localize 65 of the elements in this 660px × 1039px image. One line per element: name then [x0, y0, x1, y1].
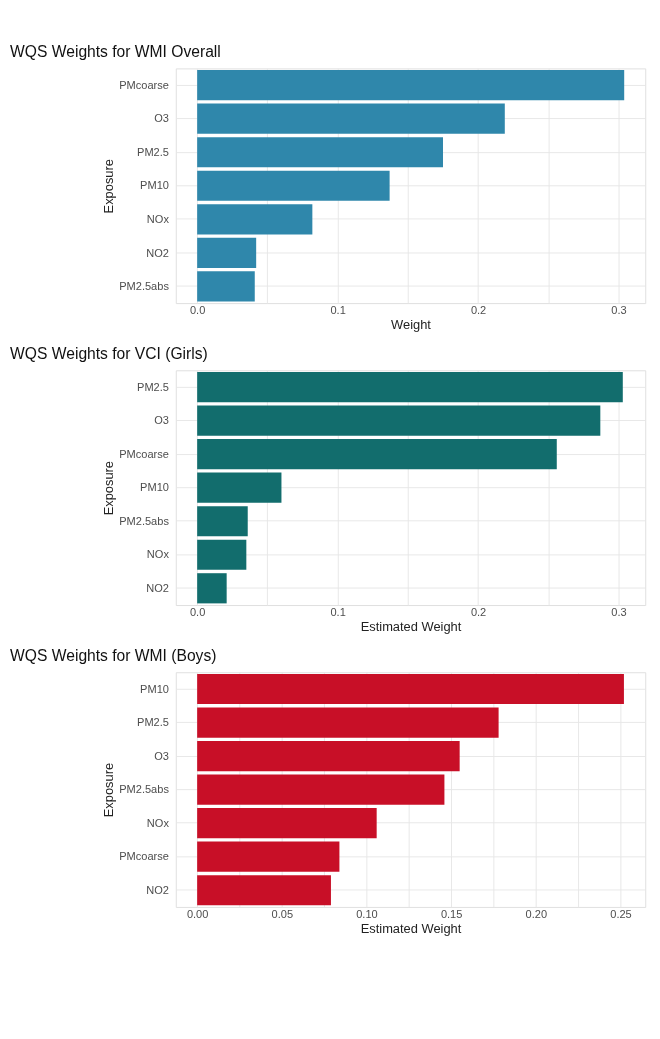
- y-tick-label: PM2.5: [137, 145, 169, 158]
- chart-title: WQS Weights for WMI Overall: [10, 43, 221, 61]
- x-tick-label: 0.0: [189, 605, 206, 618]
- x-axis-title: Estimated Weight: [360, 921, 462, 937]
- bar: [197, 707, 499, 738]
- bar: [197, 808, 377, 839]
- chart-title: WQS Weights for VCI (Girls): [10, 345, 208, 363]
- y-axis-title: Exposure: [100, 460, 116, 516]
- y-tick-label: PM10: [140, 682, 169, 695]
- y-tick-label: O3: [154, 414, 169, 427]
- bar: [197, 103, 505, 134]
- x-tick-label: 0.1: [330, 605, 346, 618]
- y-tick-label: PM2.5: [137, 380, 169, 393]
- bar: [197, 841, 340, 872]
- y-axis-title: Exposure: [100, 762, 116, 818]
- y-tick-label: PM2.5abs: [119, 783, 170, 796]
- y-tick-label: PM2.5: [137, 716, 169, 729]
- y-tick-label: PM2.5abs: [119, 514, 170, 527]
- bar: [197, 271, 255, 302]
- bar: [197, 673, 624, 705]
- y-tick-label: NOx: [146, 212, 170, 225]
- bar: [197, 405, 601, 436]
- y-tick-label: PM10: [140, 179, 169, 192]
- bar: [197, 372, 623, 403]
- y-tick-label: PM2.5abs: [119, 280, 170, 293]
- x-tick-label: 0.3: [611, 303, 627, 316]
- bar: [197, 506, 248, 537]
- y-tick-label: NOx: [146, 548, 170, 561]
- x-tick-label: 0.00: [186, 907, 209, 920]
- x-tick-label: 0.05: [271, 907, 294, 920]
- bar: [197, 237, 257, 268]
- y-tick-label: PMcoarse: [119, 447, 169, 460]
- y-tick-label: PMcoarse: [119, 78, 169, 91]
- x-axis-title: Estimated Weight: [360, 619, 462, 635]
- bar: [197, 70, 625, 101]
- y-tick-label: O3: [154, 749, 169, 762]
- bar: [197, 573, 227, 604]
- y-tick-label: NO2: [146, 246, 169, 259]
- y-tick-label: NO2: [146, 581, 169, 594]
- x-tick-label: 0.2: [470, 605, 487, 618]
- x-tick-label: 0.3: [611, 605, 627, 618]
- x-axis-title: Weight: [391, 317, 432, 333]
- x-tick-label: 0.1: [330, 303, 346, 316]
- bar: [197, 875, 331, 906]
- chart-title: WQS Weights for WMI (Boys): [10, 647, 217, 665]
- bar: [197, 472, 282, 503]
- y-tick-label: O3: [154, 112, 169, 125]
- x-tick-label: 0.20: [525, 907, 548, 920]
- x-tick-label: 0.25: [610, 907, 632, 920]
- y-tick-label: PMcoarse: [119, 850, 169, 863]
- x-tick-label: 0.15: [440, 907, 463, 920]
- bar: [197, 774, 445, 805]
- y-tick-label: NO2: [146, 883, 169, 896]
- y-axis-title: Exposure: [100, 159, 116, 214]
- x-tick-label: 0.0: [189, 303, 206, 316]
- bar: [197, 137, 443, 168]
- y-tick-label: NOx: [146, 816, 170, 829]
- y-tick-label: PM10: [140, 481, 169, 494]
- x-tick-label: 0.2: [470, 303, 487, 316]
- bar: [197, 439, 557, 470]
- bar: [197, 170, 390, 201]
- bar: [197, 204, 313, 235]
- x-tick-label: 0.10: [356, 907, 378, 920]
- bar: [197, 741, 460, 772]
- bar: [197, 539, 247, 570]
